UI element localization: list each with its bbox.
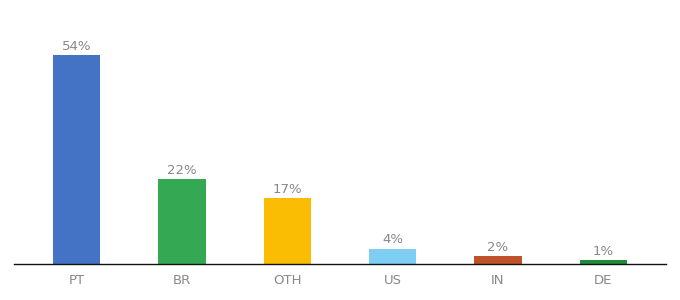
Text: 22%: 22% [167, 164, 197, 176]
Bar [579, 260, 627, 264]
Bar [158, 179, 206, 264]
Text: 1%: 1% [593, 245, 614, 258]
Bar [53, 55, 101, 264]
Text: 4%: 4% [382, 233, 403, 246]
Text: 54%: 54% [62, 40, 92, 52]
Bar [474, 256, 522, 264]
Text: 17%: 17% [273, 183, 302, 196]
Text: 2%: 2% [488, 241, 509, 254]
Bar [369, 248, 416, 264]
Bar [264, 198, 311, 264]
